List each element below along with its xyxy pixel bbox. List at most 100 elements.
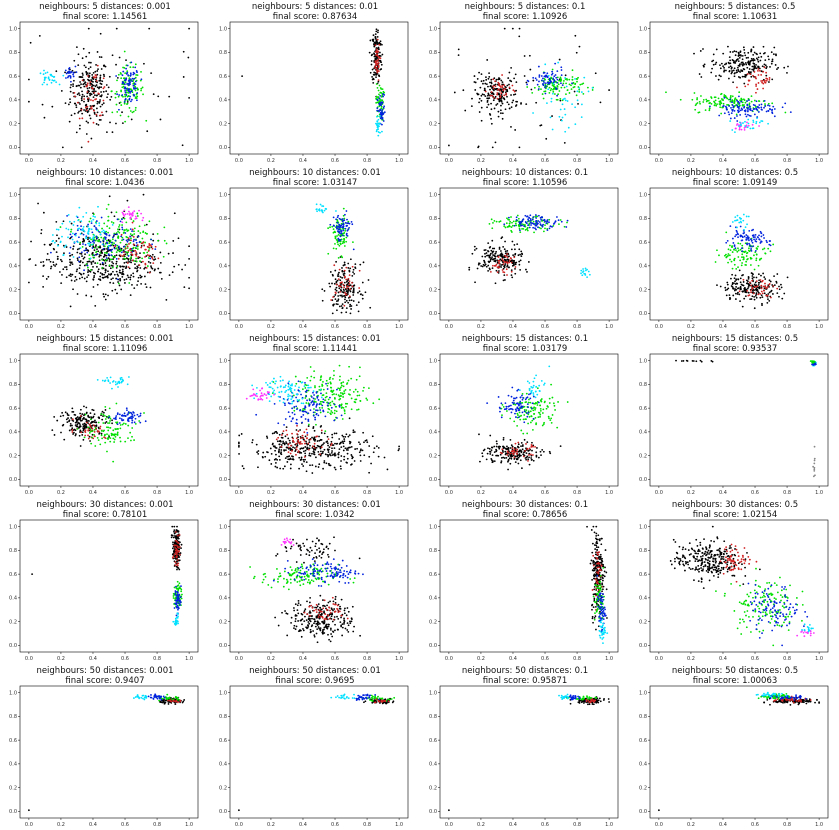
scatter-point (79, 81, 81, 83)
scatter-point (126, 73, 128, 75)
scatter-point (52, 234, 54, 236)
scatter-point (116, 403, 118, 405)
scatter-point (742, 76, 744, 78)
scatter-point (478, 101, 480, 103)
scatter-point (133, 233, 135, 235)
scatter-point (111, 242, 113, 244)
scatter-point (774, 284, 776, 286)
scatter-point (351, 446, 353, 448)
scatter-point (552, 91, 554, 93)
scatter-point (750, 248, 752, 250)
scatter-point (496, 264, 498, 266)
scatter-point (143, 412, 145, 414)
scatter-point (98, 416, 100, 418)
scatter-point (70, 306, 72, 308)
scatter-point (508, 266, 510, 268)
scatter-point (500, 100, 502, 102)
scatter-point (526, 86, 528, 88)
scatter-point (104, 272, 106, 274)
scatter-point (79, 265, 81, 267)
scatter-point (509, 80, 511, 82)
scatter-point (711, 103, 713, 105)
scatter-point (41, 229, 43, 231)
scatter-point (484, 256, 486, 258)
scatter-point (168, 253, 170, 255)
scatter-point (781, 298, 783, 300)
scatter-point (735, 275, 737, 277)
scatter-point (585, 270, 587, 272)
scatter-point (148, 28, 150, 30)
scatter-point (549, 228, 551, 230)
scatter-point (748, 80, 750, 82)
scatter-point (130, 242, 132, 244)
scatter-point (118, 246, 120, 248)
scatter-point (542, 93, 544, 95)
scatter-point (755, 293, 757, 295)
panel-subtitle: final score: 0.87634 (210, 12, 420, 22)
scatter-point (778, 296, 780, 298)
scatter-point (735, 249, 737, 251)
scatter-point (368, 279, 370, 281)
scatter-point (71, 261, 73, 263)
panel-title: neighbours: 10 distances: 0.01 (210, 168, 420, 178)
scatter-point (135, 423, 137, 425)
scatter-point (519, 228, 521, 230)
scatter-point (758, 100, 760, 102)
scatter-point (86, 280, 88, 282)
scatter-point (70, 275, 72, 277)
scatter-point (81, 251, 83, 253)
scatter-point (116, 261, 118, 263)
scatter-point (96, 266, 98, 268)
scatter-point (139, 232, 141, 234)
scatter-point (564, 114, 566, 116)
scatter-point (97, 51, 99, 53)
scatter-point (725, 96, 727, 98)
scatter-point (743, 285, 745, 287)
scatter-point (752, 277, 754, 279)
scatter-point (713, 64, 715, 66)
scatter-point (512, 225, 514, 227)
scatter-point (555, 77, 557, 79)
scatter-point (130, 110, 132, 112)
scatter-point (770, 291, 772, 293)
scatter-point (120, 254, 122, 256)
scatter-point (532, 112, 534, 114)
scatter-point (758, 111, 760, 113)
scatter-point (757, 106, 759, 108)
scatter-point (747, 283, 749, 285)
scatter-point (72, 74, 74, 76)
scatter-point (739, 51, 741, 53)
scatter-point (340, 289, 342, 291)
scatter-point (376, 62, 378, 64)
scatter-point (66, 421, 68, 423)
scatter-point (378, 75, 380, 77)
scatter-point (770, 250, 772, 252)
scatter-point (83, 273, 85, 275)
scatter-point (509, 221, 511, 223)
scatter-point (124, 279, 126, 281)
scatter-point (346, 210, 348, 212)
scatter-point (763, 248, 765, 250)
scatter-point (462, 89, 464, 91)
scatter-point (110, 254, 112, 256)
scatter-point (97, 379, 99, 381)
scatter-point (495, 96, 497, 98)
scatter-point (458, 48, 460, 50)
scatter-point (89, 440, 91, 442)
scatter-point (154, 270, 156, 272)
scatter-point (90, 261, 92, 263)
scatter-point (728, 78, 730, 80)
scatter-point (81, 91, 83, 93)
y-tick-label: 0.4 (639, 264, 647, 270)
scatter-point (551, 98, 553, 100)
scatter-point (43, 73, 45, 75)
scatter-point (101, 228, 103, 230)
scatter-point (508, 84, 510, 86)
x-tick-label: 0.8 (783, 158, 791, 164)
scatter-point (151, 267, 153, 269)
scatter-point (279, 468, 281, 470)
scatter-point (521, 228, 523, 230)
scatter-point (755, 64, 757, 66)
scatter-point (122, 271, 124, 273)
scatter-point (42, 286, 44, 288)
